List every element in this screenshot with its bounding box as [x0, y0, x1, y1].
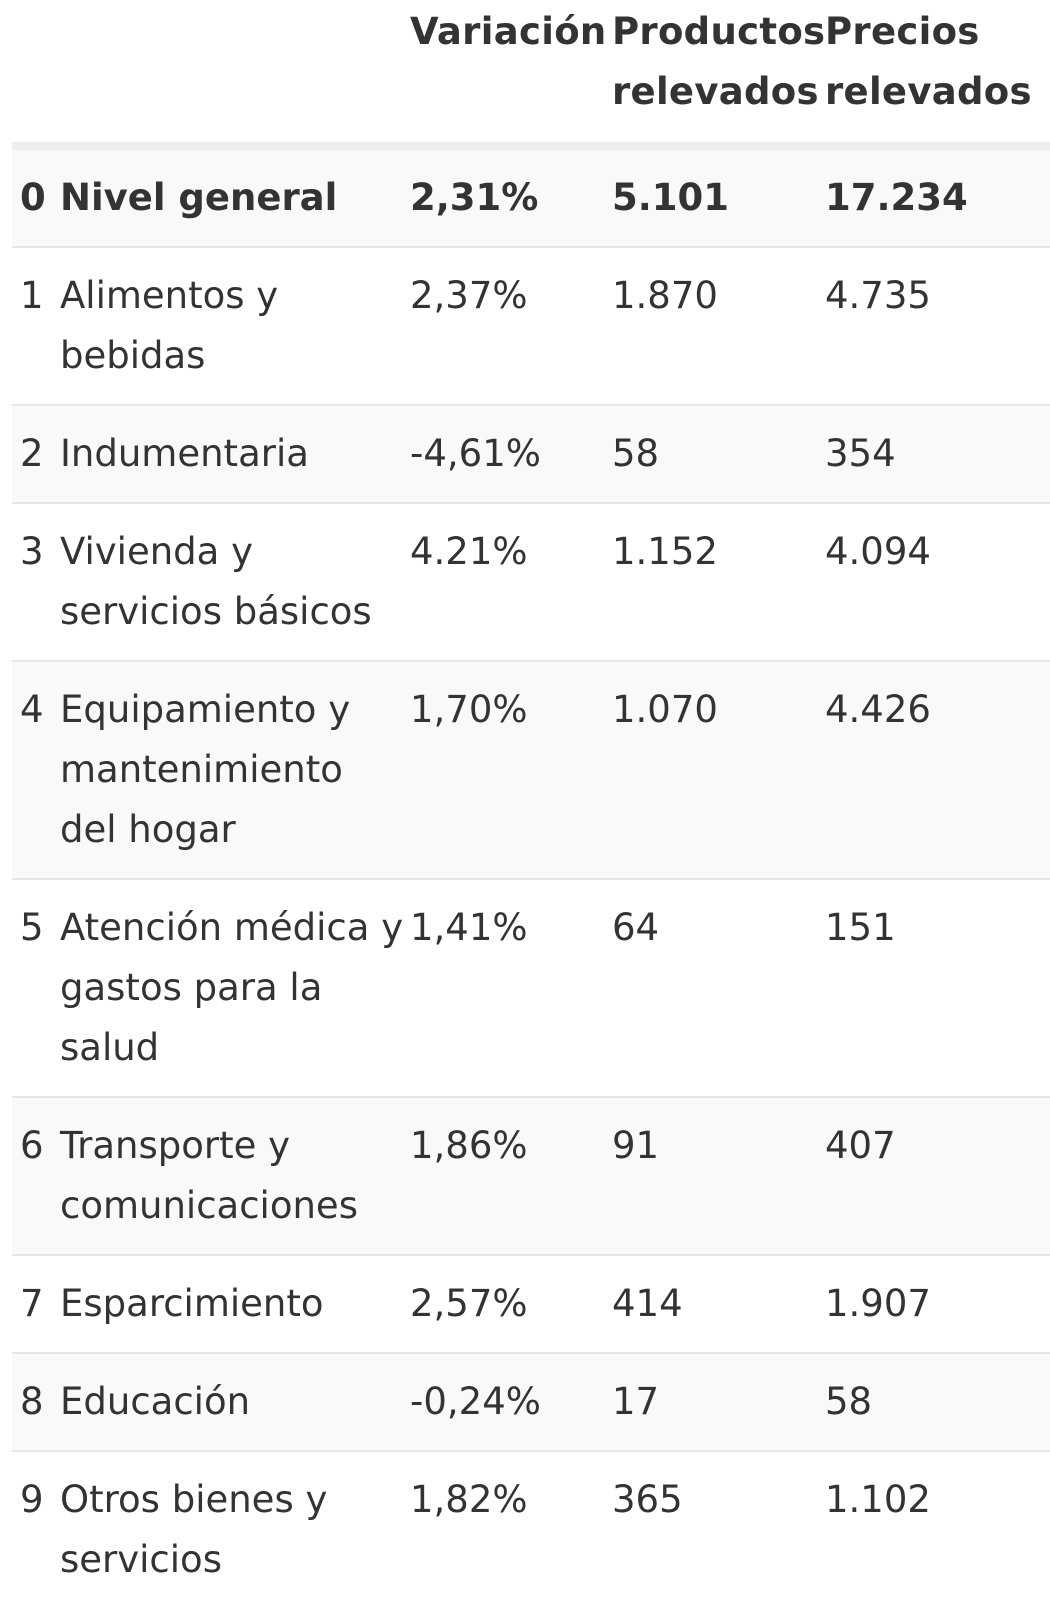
row-category: Nivel general	[60, 176, 338, 219]
row-number: 4	[20, 688, 44, 731]
row-products: 58	[612, 432, 660, 475]
row-variation: -4,61%	[410, 432, 541, 475]
row-prices: 4.735	[825, 274, 931, 317]
row-prices: 1.102	[825, 1478, 931, 1521]
table-row: 6 Transporte y comunicaciones 1,86% 91 4…	[12, 1097, 1050, 1255]
row-products: 17	[612, 1380, 660, 1423]
row-prices: 58	[825, 1380, 873, 1423]
row-products: 1.870	[612, 274, 718, 317]
row-category: Indumentaria	[60, 432, 309, 475]
row-category: Vivienda y servicios básicos	[60, 530, 372, 633]
row-prices: 354	[825, 432, 896, 475]
row-variation: 1,41%	[410, 906, 528, 949]
row-products: 91	[612, 1124, 660, 1167]
row-products: 5.101	[612, 176, 730, 219]
table-body: 0 Nivel general 2,31% 5.101 17.234 1 Ali…	[12, 146, 1050, 1600]
row-category: Esparcimiento	[60, 1282, 324, 1325]
row-number: 8	[20, 1380, 44, 1423]
row-number: 9	[20, 1478, 44, 1521]
table-row: 1 Alimentos y bebidas 2,37% 1.870 4.735	[12, 247, 1050, 405]
row-prices: 1.907	[825, 1282, 931, 1325]
table-row: 9 Otros bienes y servicios 1,82% 365 1.1…	[12, 1451, 1050, 1600]
row-variation: 1,70%	[410, 688, 528, 731]
table-row: 8 Educación -0,24% 17 58	[12, 1353, 1050, 1451]
header-row: Variación Productos relevados Precios re…	[12, 0, 1050, 146]
row-products: 414	[612, 1282, 683, 1325]
row-category: Educación	[60, 1380, 251, 1423]
row-number: 5	[20, 906, 44, 949]
table-row: 5 Atención médica y gastos para la salud…	[12, 879, 1050, 1097]
header-prices: Precios relevados	[825, 10, 1032, 113]
table-row: 4 Equipamiento y mantenimiento del hogar…	[12, 661, 1050, 879]
header-products: Productos relevados	[612, 10, 826, 113]
row-number: 3	[20, 530, 44, 573]
row-category: Equipamiento y mantenimiento del hogar	[60, 688, 351, 851]
row-category: Alimentos y bebidas	[60, 274, 279, 377]
table-row: 7 Esparcimiento 2,57% 414 1.907	[12, 1255, 1050, 1353]
row-category: Transporte y comunicaciones	[60, 1124, 358, 1227]
row-variation: 2,57%	[410, 1282, 528, 1325]
header-number	[12, 0, 60, 146]
row-prices: 4.426	[825, 688, 931, 731]
row-variation: 1,82%	[410, 1478, 528, 1521]
row-prices: 4.094	[825, 530, 931, 573]
table-row: 3 Vivienda y servicios básicos 4.21% 1.1…	[12, 503, 1050, 661]
row-prices: 151	[825, 906, 896, 949]
row-prices: 407	[825, 1124, 896, 1167]
row-variation: -0,24%	[410, 1380, 541, 1423]
header-category	[60, 0, 408, 146]
row-products: 1.152	[612, 530, 718, 573]
row-prices: 17.234	[825, 176, 968, 219]
row-number: 0	[20, 176, 46, 219]
row-variation: 4.21%	[410, 530, 528, 573]
table-header: Variación Productos relevados Precios re…	[12, 0, 1050, 146]
table-row: 2 Indumentaria -4,61% 58 354	[12, 405, 1050, 503]
row-products: 365	[612, 1478, 683, 1521]
row-products: 1.070	[612, 688, 718, 731]
row-number: 1	[20, 274, 44, 317]
row-variation: 2,37%	[410, 274, 528, 317]
row-category: Otros bienes y servicios	[60, 1478, 328, 1581]
price-index-table: Variación Productos relevados Precios re…	[12, 0, 1050, 1600]
table-row: 0 Nivel general 2,31% 5.101 17.234	[12, 146, 1050, 247]
header-variation: Variación	[410, 10, 607, 53]
row-number: 7	[20, 1282, 44, 1325]
row-variation: 2,31%	[410, 176, 539, 219]
row-category: Atención médica y gastos para la salud	[60, 906, 404, 1069]
row-number: 2	[20, 432, 44, 475]
row-products: 64	[612, 906, 660, 949]
row-number: 6	[20, 1124, 44, 1167]
row-variation: 1,86%	[410, 1124, 528, 1167]
